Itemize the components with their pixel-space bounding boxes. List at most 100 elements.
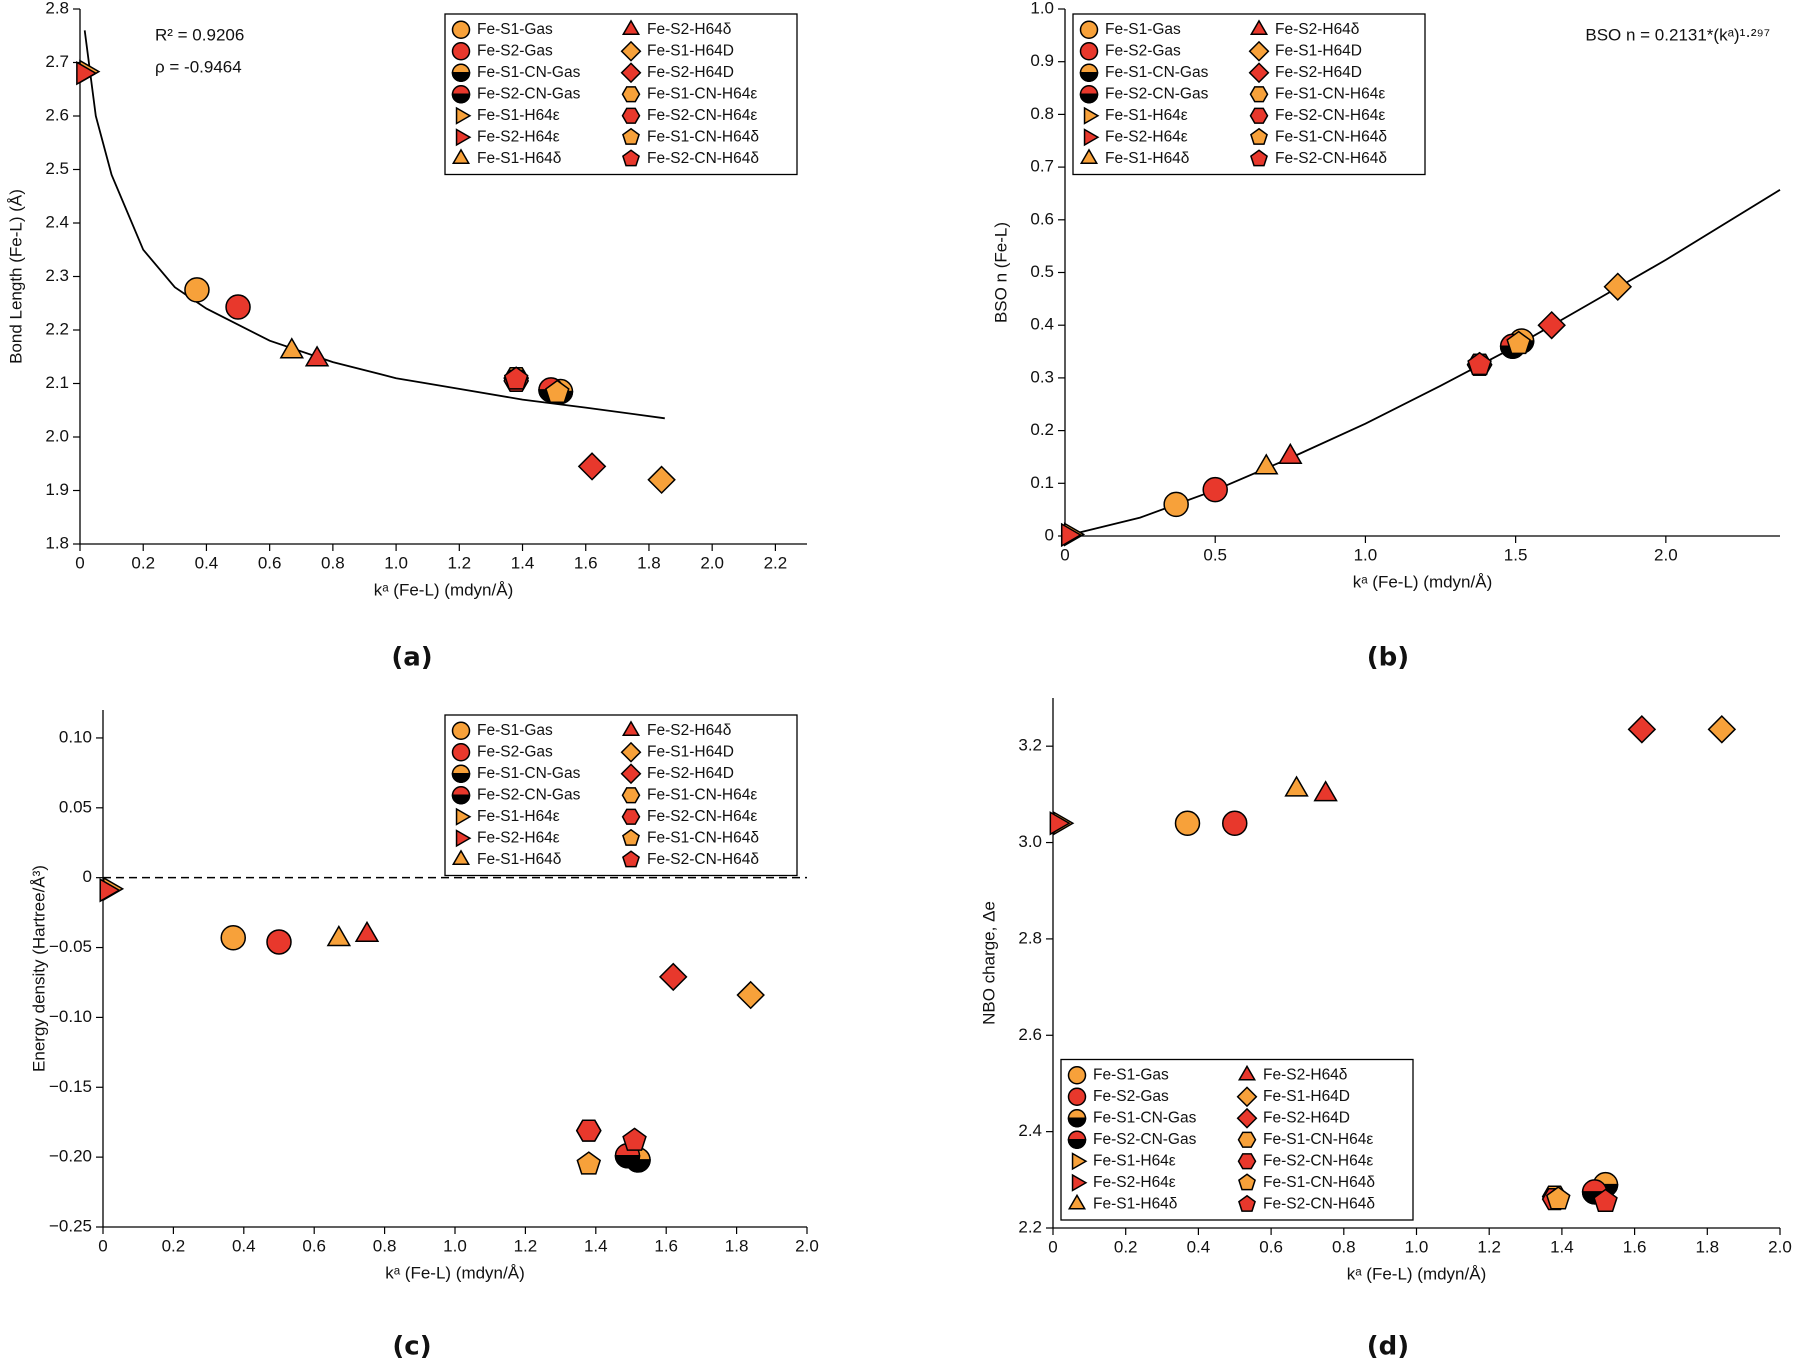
data-point [354, 920, 380, 943]
x-tick-label: 0 [98, 1236, 107, 1255]
x-tick-label: 1.4 [511, 553, 535, 572]
data-point [1593, 1188, 1618, 1212]
legend-marker [451, 20, 471, 39]
x-tick-label: 2.0 [1654, 545, 1678, 564]
data-point [1060, 522, 1083, 548]
legend-label: Fe-S1-CN-H64ε [1263, 1131, 1373, 1148]
marker-shape [451, 773, 471, 783]
legend: Fe-S1-Gas Fe-S2-Gas Fe-S1-CN-Gas Fe-S2-CN-G… [444, 714, 798, 877]
legend-marker [1250, 149, 1268, 167]
legend-marker [1083, 106, 1100, 125]
marker-shape [1545, 1186, 1571, 1210]
marker-shape [451, 72, 471, 82]
legend-marker [451, 63, 471, 82]
y-tick-label: 0.3 [1030, 367, 1054, 386]
panel: 0 0.5 1.0 1.5 2.0 0 0.1 0.2 0.3 0.4 0.5 0.6 0.7 0.8 0.… [991, 0, 1781, 673]
y-axis-label: NBO charge, Δe [979, 901, 998, 1025]
x-tick-label: 1.2 [514, 1236, 538, 1255]
marker-shape [1067, 1087, 1087, 1106]
legend-marker [451, 721, 471, 740]
y-tick-label: 2.8 [1018, 928, 1042, 947]
marker-shape [1238, 1173, 1256, 1191]
legend-label: Fe-S2-CN-H64δ [1263, 1195, 1375, 1212]
y-tick-label: 3.0 [1018, 832, 1042, 851]
x-tick-label: 2.2 [764, 553, 788, 572]
data-point [76, 60, 98, 86]
legend-marker [621, 808, 641, 825]
x-tick-label: 1.0 [1354, 545, 1378, 564]
legend: Fe-S1-Gas Fe-S2-Gas Fe-S1-CN-Gas Fe-S2-CN-G… [1072, 13, 1426, 176]
y-tick-label: 2.3 [45, 266, 69, 285]
x-tick-label: 0 [1060, 545, 1069, 564]
marker-shape [1313, 780, 1338, 802]
y-tick-label: 0.8 [1030, 104, 1054, 123]
data-point [279, 337, 304, 359]
legend: Fe-S1-Gas Fe-S2-Gas Fe-S1-CN-Gas Fe-S2-CN-G… [1060, 1058, 1414, 1221]
legend-marker [455, 807, 472, 826]
legend-label: Fe-S2-CN-Gas [1093, 1131, 1197, 1148]
legend-marker [1238, 1194, 1256, 1212]
data-point [736, 980, 765, 1010]
legend-label: Fe-S2-H64ε [477, 128, 560, 145]
legend-marker [1079, 148, 1099, 164]
y-tick-label: 0.5 [1030, 262, 1054, 281]
marker-shape [1079, 148, 1099, 164]
panel-label: (c) [392, 1332, 431, 1362]
legend-marker [1071, 1173, 1088, 1192]
marker-shape [621, 107, 641, 124]
legend-label: Fe-S1-CN-Gas [477, 64, 581, 81]
data-point [225, 294, 251, 320]
legend-label: Fe-S2-H64D [647, 765, 734, 782]
legend-marker [1079, 20, 1099, 39]
legend-marker [1079, 63, 1099, 82]
marker-shape [451, 849, 471, 865]
legend-label: Fe-S1-CN-H64δ [1275, 128, 1387, 145]
marker-shape [622, 828, 640, 846]
marker-shape [621, 787, 641, 804]
data-point [1537, 310, 1566, 340]
x-tick-label: 1.2 [1477, 1237, 1501, 1256]
legend-label: Fe-S2-CN-H64ε [1275, 107, 1385, 124]
legend-label: Fe-S1-CN-Gas [1105, 64, 1209, 81]
x-tick-label: 1.4 [584, 1236, 608, 1255]
legend-label: Fe-S1-H64δ [1105, 150, 1189, 167]
x-tick-label: 0.2 [1114, 1237, 1138, 1256]
legend-marker [1237, 1131, 1257, 1148]
legend-marker [451, 85, 471, 104]
marker-shape [503, 366, 529, 390]
marker-shape [621, 19, 641, 35]
marker-shape [1071, 1173, 1088, 1192]
legend-label: Fe-S2-H64δ [647, 722, 731, 739]
marker-shape [1067, 1139, 1087, 1149]
data-point [1313, 780, 1338, 802]
marker-shape [225, 294, 251, 320]
legend-label: Fe-S1-Gas [1105, 21, 1181, 38]
y-tick-label: 0.7 [1030, 157, 1054, 176]
legend-marker [620, 62, 642, 84]
y-tick-label: 1.0 [1030, 0, 1054, 17]
marker-shape [1248, 40, 1270, 62]
legend-label: Fe-S2-H64ε [1093, 1174, 1176, 1191]
marker-shape [1248, 62, 1270, 84]
legend-label: Fe-S1-CN-H64δ [647, 829, 759, 846]
x-tick-label: 0.6 [258, 553, 282, 572]
panel: 0 0.2 0.4 0.6 0.8 1.0 1.2 1.4 1.6 1.8 2.0 2.2 1.8 1.9… [6, 0, 807, 673]
legend-label: Fe-S2-CN-Gas [1105, 85, 1209, 102]
panel-label: (a) [391, 643, 432, 673]
legend-label: Fe-S1-H64δ [1093, 1195, 1177, 1212]
legend-marker [451, 764, 471, 783]
panel-label: (b) [1367, 643, 1409, 673]
marker-shape [451, 42, 471, 61]
legend-marker [451, 786, 471, 805]
legend-label: Fe-S2-CN-H64δ [647, 851, 759, 868]
data-point [1254, 453, 1279, 475]
marker-shape [1537, 310, 1566, 340]
x-tick-label: 1.8 [637, 553, 661, 572]
legend-marker [622, 828, 640, 846]
legend-label: Fe-S1-Gas [1093, 1066, 1169, 1083]
data-point [575, 1119, 602, 1142]
x-tick-label: 1.0 [1405, 1237, 1429, 1256]
marker-shape [76, 60, 98, 86]
legend-marker [451, 42, 471, 61]
